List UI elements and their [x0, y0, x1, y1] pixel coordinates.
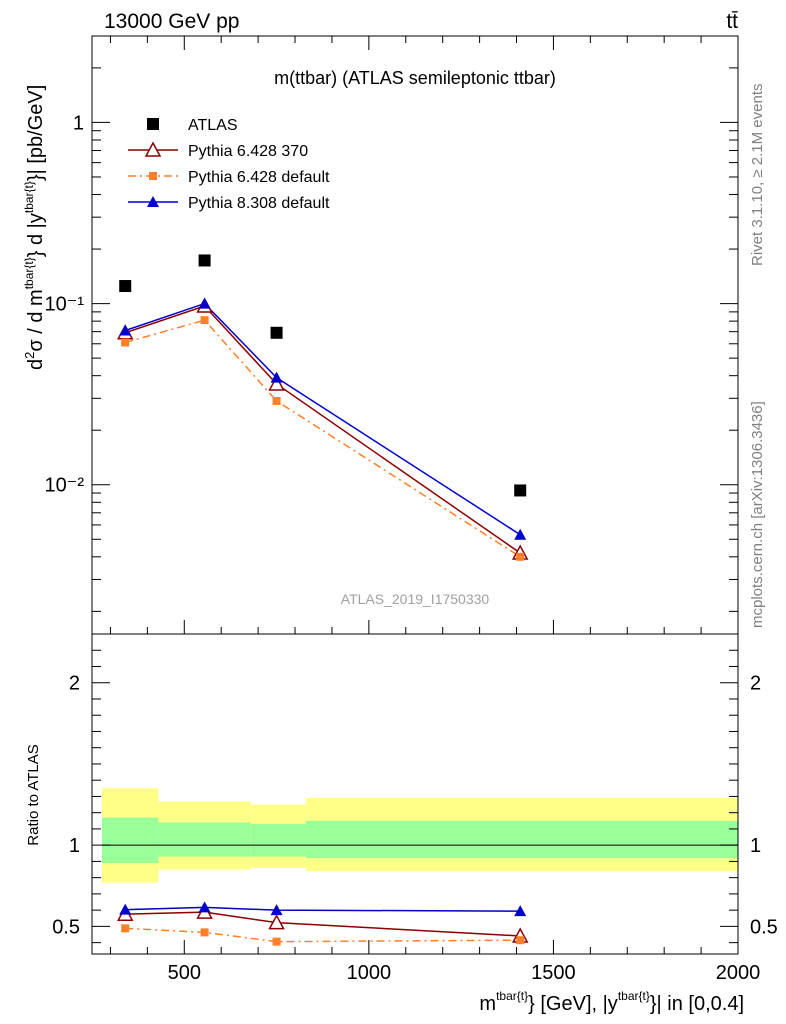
ratio-y-tick-label-left: 1 — [69, 835, 80, 857]
ratio-plot-frame — [91, 633, 739, 955]
series-line — [125, 319, 521, 558]
ratio-x-tick-label: 2000 — [716, 962, 761, 984]
data-point-square — [270, 326, 283, 339]
data-point-small-square — [272, 937, 281, 946]
data-point-filled-triangle — [198, 297, 211, 309]
data-point-filled-triangle — [147, 196, 159, 207]
legend: ATLAS Pythia 6.428 370 Pythia 6.428 defaul… — [128, 117, 330, 212]
uncertainty-band-inner — [250, 824, 307, 857]
data-point-small-square — [200, 316, 209, 325]
ratio-x-axis-label: mtbar{t}} [GeV], |ytbar{t}}| in [0,0.4] — [479, 989, 744, 1015]
main-y-axis-label: d2σ / d mtbar{t}} d |ytbar{t}}| [pb/GeV] — [22, 85, 47, 370]
header-right-label: tt̄ — [726, 10, 738, 33]
data-point-small-square — [149, 172, 157, 180]
data-point-square — [514, 484, 527, 497]
uncertainty-band-inner — [102, 817, 159, 864]
data-point-small-square — [200, 928, 209, 937]
data-point-small-square — [272, 396, 281, 405]
legend-entry-label: ATLAS — [188, 117, 238, 134]
ratio-x-tick-label: 1500 — [531, 962, 576, 984]
data-point-open-triangle — [144, 141, 162, 157]
data-point-square — [147, 118, 159, 130]
rivet-version-label: Rivet 3.1.10, ≥ 2.1M events — [749, 84, 766, 267]
data-point-small-square — [516, 936, 525, 945]
data-point-filled-triangle — [270, 904, 283, 916]
ratio-series-line — [125, 906, 521, 912]
data-point-open-triangle — [268, 914, 285, 930]
ratio-y-tick-label-right: 2 — [750, 673, 761, 695]
main-y-tick-label: 10⁻² — [45, 475, 85, 497]
data-point-square — [198, 254, 211, 267]
ratio-series-line — [125, 911, 521, 937]
main-y-tick-label: 10⁻¹ — [45, 294, 85, 316]
data-point-filled-triangle — [119, 903, 132, 915]
mcplots-label: mcplots.cern.ch [arXiv:1306.3436] — [749, 401, 766, 628]
ratio-y-tick-label-left: 0.5 — [52, 916, 80, 938]
data-point-small-square — [516, 552, 525, 561]
analysis-watermark: ATLAS_2019_I1750330 — [341, 591, 490, 607]
data-point-filled-triangle — [514, 528, 527, 540]
ratio-y-tick-label-right: 0.5 — [750, 916, 778, 938]
series-line — [124, 305, 521, 554]
ratio-y-tick-label-left: 2 — [69, 673, 80, 695]
main-y-tick-label: 1 — [73, 112, 84, 134]
data-point-filled-triangle — [198, 901, 211, 913]
data-point-open-triangle — [268, 375, 285, 391]
ratio-y-tick-label-right: 1 — [750, 835, 761, 857]
uncertainty-band-inner — [158, 822, 251, 857]
legend-entry-label: Pythia 8.308 default — [188, 195, 330, 212]
ratio-x-tick-label: 1000 — [347, 962, 392, 984]
ratio-y-axis-label: Ratio to ATLAS — [25, 744, 42, 845]
data-point-small-square — [121, 338, 130, 347]
legend-entry-label: Pythia 6.428 370 — [188, 143, 308, 160]
data-point-small-square — [121, 924, 130, 933]
data-point-square — [119, 280, 132, 293]
ratio-series-line — [125, 927, 521, 943]
legend-entry-label: Pythia 6.428 default — [188, 169, 330, 186]
header-left-label: 13000 GeV pp — [104, 10, 239, 33]
data-point-filled-triangle — [514, 905, 527, 917]
main-chart-title: m(ttbar) (ATLAS semileptonic ttbar) — [274, 68, 556, 88]
uncertainty-band-inner — [306, 820, 738, 859]
data-point-filled-triangle — [270, 371, 283, 383]
series-line — [124, 302, 521, 536]
data-point-filled-triangle — [119, 324, 132, 336]
ratio-x-tick-label: 500 — [168, 962, 201, 984]
